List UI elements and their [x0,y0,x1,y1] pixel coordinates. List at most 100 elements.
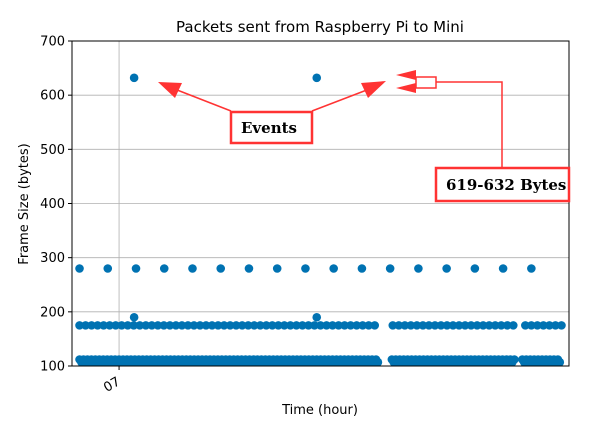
data-point [454,321,464,330]
data-point [147,321,157,330]
data-point [286,321,295,330]
data-point [237,321,247,330]
data-point [400,321,410,330]
data-point [388,321,398,330]
events-arrow-left-head [158,82,182,98]
data-point [255,321,265,330]
bytes-connector [436,81,503,168]
y-tick-label: 600 [40,89,65,104]
data-point [188,264,197,273]
data-point [424,321,434,330]
data-point [329,264,338,273]
data-point [312,312,322,322]
data-points [75,73,566,367]
bytes-label: 619-632 Bytes [446,176,566,194]
data-point [555,357,565,367]
data-point [231,321,241,330]
data-point [105,321,114,330]
bytes-annotation: 619-632 Bytes [396,70,571,203]
data-point [129,73,139,83]
events-arrow-right-line [311,87,373,112]
data-point [316,321,325,330]
data-point [131,264,141,273]
data-point [328,321,337,330]
data-point [322,321,331,330]
data-point [243,321,253,330]
data-point [111,321,120,330]
data-point [213,321,223,330]
data-point [448,321,458,330]
data-point [358,321,367,330]
bytes-box [434,166,571,203]
data-point [135,321,145,330]
y-tick-label: 500 [40,143,65,158]
data-point [442,321,452,330]
bytes-bracket [415,76,437,89]
data-point [195,321,205,330]
data-point [183,321,193,330]
data-point [75,264,84,273]
data-point [436,321,446,330]
data-point [527,321,536,330]
data-point [460,321,470,330]
data-point [219,321,229,330]
data-point [123,321,133,330]
data-point [159,321,169,330]
data-point [216,264,226,273]
data-point [159,264,169,273]
data-point [551,321,560,330]
data-point [340,321,349,330]
events-arrow-left-line [171,87,232,112]
data-point [545,321,554,330]
y-tick-label: 700 [40,35,65,50]
data-point [81,321,90,330]
data-point [490,321,500,330]
data-point [99,321,108,330]
data-point [557,321,566,330]
data-point [261,321,271,330]
data-point [484,321,494,330]
y-tick-label: 100 [40,360,65,375]
data-point [496,321,506,330]
events-label: Events [241,119,297,137]
x-axis-label: Time (hour) [281,403,358,418]
data-point [189,321,199,330]
data-point [165,321,175,330]
data-point [539,321,548,330]
data-point [394,321,404,330]
data-point [312,73,322,83]
bytes-arrow-bottom-head [396,83,416,93]
data-point [370,321,380,330]
data-point [244,264,254,273]
data-point [521,321,530,330]
bytes-arrow-top-head [396,70,416,80]
data-point [430,321,440,330]
data-point [310,321,319,330]
data-point [177,321,187,330]
data-point [373,357,383,367]
data-point [201,321,211,330]
data-point [478,321,488,330]
data-point [364,321,373,330]
data-point [412,321,422,330]
data-point [470,264,480,273]
data-point [301,264,310,273]
y-tick-label: 300 [40,251,65,266]
data-point [442,264,451,273]
data-point [418,321,428,330]
data-point [171,321,181,330]
data-point [207,321,217,330]
data-point [498,264,508,273]
data-point [225,321,235,330]
y-tick-label: 400 [40,197,65,212]
data-point [268,321,277,330]
events-annotation: Events [158,81,386,145]
data-point [129,321,139,330]
data-point [280,321,289,330]
events-box [229,110,314,145]
data-point [352,321,361,330]
y-axis-ticks: 100 200 300 400 500 600 700 [40,35,72,375]
data-point [502,321,512,330]
events-arrow-right-head [361,81,386,98]
